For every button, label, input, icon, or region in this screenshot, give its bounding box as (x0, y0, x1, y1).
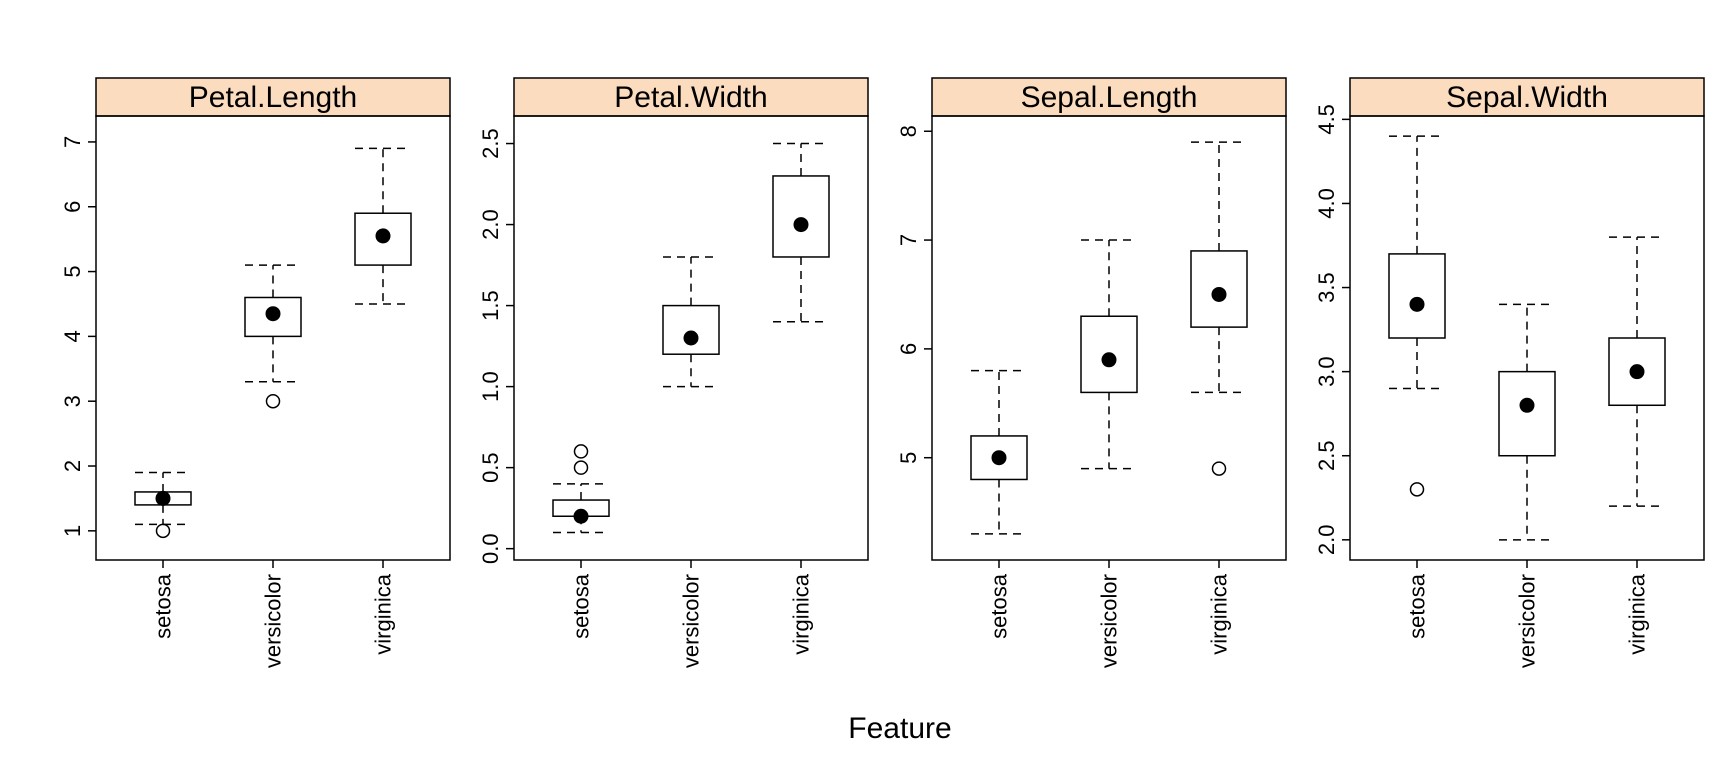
median-dot (793, 217, 809, 233)
y-tick-label: 6 (896, 343, 921, 355)
category-label-versicolor: versicolor (1515, 574, 1540, 668)
panel-petal-width: Petal.Width 0.0 0.5 1.0 1.5 2.0 2.5 setosa versi… (478, 77, 869, 668)
median-dot (1409, 296, 1425, 312)
outlier-point (155, 523, 171, 539)
box-virginica (1190, 141, 1248, 476)
box-virginica (354, 147, 412, 305)
strip-header (95, 77, 451, 117)
strip-header (931, 77, 1287, 117)
panel-petal-length: Petal.Length 1 2 3 4 5 6 7 setosa versicolor virgi… (60, 77, 451, 668)
y-tick-label: 3.5 (1314, 272, 1339, 303)
box-versicolor (244, 264, 302, 409)
y-tick-label: 4 (60, 330, 85, 342)
box-virginica (772, 142, 830, 323)
panel-sepal-length: Sepal.Length 5 6 7 8 setosa versicolor virginic… (896, 77, 1287, 668)
y-tick-label: 8 (896, 125, 921, 137)
iqr-box (662, 304, 720, 355)
category-label-virginica: virginica (371, 573, 396, 654)
median-dot (265, 306, 281, 322)
strip-header (513, 77, 869, 117)
y-tick-label: 1.5 (478, 290, 503, 321)
median-dot (991, 450, 1007, 466)
strip-header (1349, 77, 1705, 117)
outlier-point (265, 393, 281, 409)
box-virginica (1608, 236, 1666, 507)
category-label-setosa: setosa (151, 573, 176, 639)
median-dot (1211, 286, 1227, 302)
category-label-virginica: virginica (1207, 573, 1232, 654)
median-dot (573, 508, 589, 524)
box-versicolor (662, 256, 720, 388)
y-tick-label: 2 (60, 460, 85, 472)
y-tick-label: 5 (896, 452, 921, 464)
outlier-point (573, 444, 589, 459)
y-tick-label: 6 (60, 201, 85, 213)
panel-title: Petal.Width (614, 81, 767, 114)
box-versicolor (1080, 239, 1138, 470)
y-tick-label: 2.5 (1314, 440, 1339, 471)
y-tick-label: 7 (896, 234, 921, 246)
panel-title: Sepal.Width (1446, 81, 1608, 114)
outlier-point (573, 460, 589, 475)
y-tick-label: 2.0 (478, 209, 503, 240)
box-setosa (552, 444, 610, 534)
box-setosa (1388, 135, 1446, 497)
y-tick-label: 1.0 (478, 371, 503, 402)
y-tick-label: 2.0 (1314, 525, 1339, 556)
category-label-setosa: setosa (987, 573, 1012, 639)
y-tick-label: 0.5 (478, 452, 503, 483)
category-label-versicolor: versicolor (1097, 574, 1122, 668)
outlier-point (1409, 482, 1425, 497)
y-tick-label: 4.0 (1314, 188, 1339, 219)
iqr-box (1498, 370, 1556, 457)
category-label-versicolor: versicolor (679, 574, 704, 668)
y-tick-label: 4.5 (1314, 104, 1339, 135)
box-setosa (134, 471, 192, 539)
y-tick-label: 3.0 (1314, 356, 1339, 387)
iqr-box (772, 175, 830, 258)
y-tick-label: 0.0 (478, 533, 503, 564)
category-label-setosa: setosa (569, 573, 594, 639)
y-tick-label: 3 (60, 395, 85, 407)
panel-sepal-width: Sepal.Width 2.0 2.5 3.0 3.5 4.0 4.5 setosa versi… (1314, 77, 1705, 668)
box-setosa (970, 369, 1028, 535)
box-versicolor (1498, 303, 1556, 541)
y-tick-label: 1 (60, 525, 85, 537)
median-dot (375, 228, 391, 244)
median-dot (1629, 364, 1645, 380)
median-dot (683, 330, 699, 346)
y-tick-label: 2.5 (478, 128, 503, 159)
category-label-setosa: setosa (1405, 573, 1430, 639)
median-dot (155, 490, 171, 506)
category-label-versicolor: versicolor (261, 574, 286, 668)
category-label-virginica: virginica (1625, 573, 1650, 654)
x-axis-label: Feature (848, 712, 951, 745)
panel-title: Petal.Length (189, 81, 357, 114)
y-tick-label: 5 (60, 265, 85, 277)
iqr-box (1388, 253, 1446, 339)
y-tick-label: 7 (60, 136, 85, 148)
median-dot (1519, 397, 1535, 413)
panel-title: Sepal.Length (1021, 81, 1198, 114)
median-dot (1101, 352, 1117, 368)
outlier-point (1211, 461, 1227, 476)
category-label-virginica: virginica (789, 573, 814, 654)
